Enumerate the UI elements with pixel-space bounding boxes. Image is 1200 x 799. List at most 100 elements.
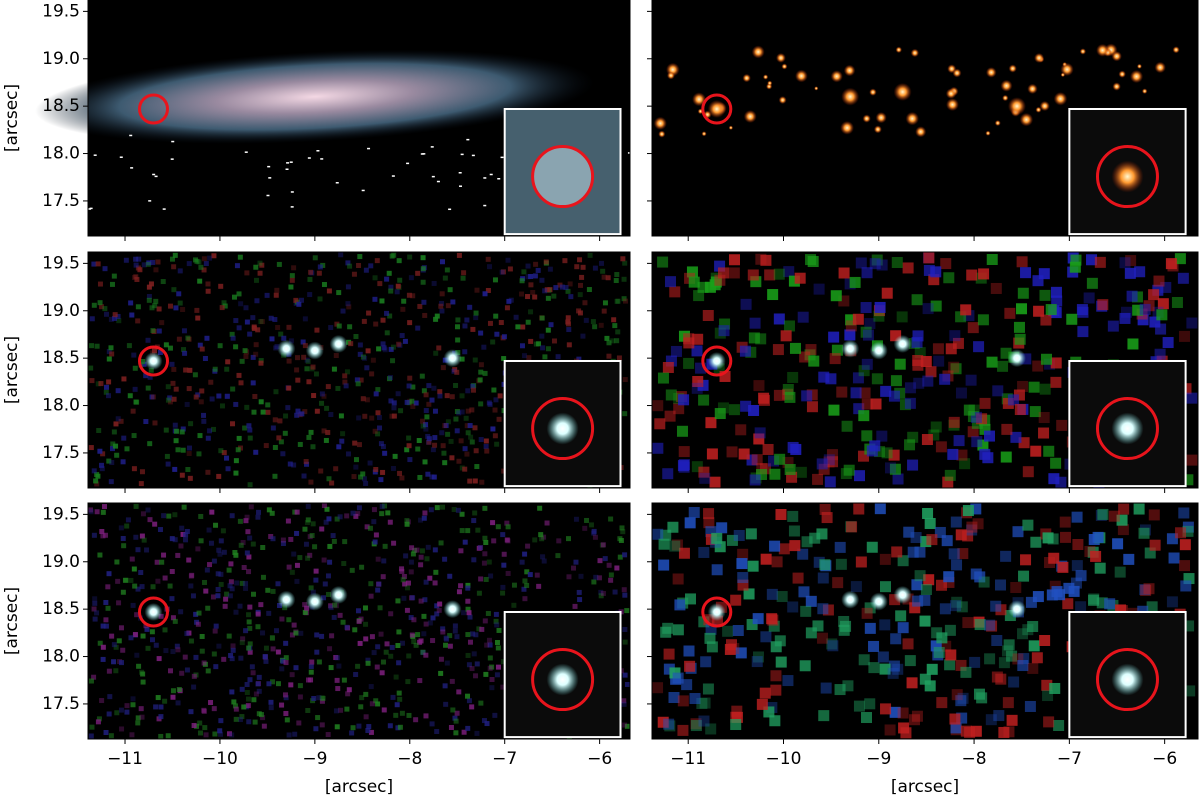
noise bbox=[221, 656, 227, 662]
noise bbox=[250, 354, 256, 360]
y-tick-label: 19.5 bbox=[42, 253, 80, 273]
noise bbox=[859, 387, 871, 399]
noise bbox=[978, 576, 990, 588]
noise bbox=[402, 338, 408, 344]
noise bbox=[236, 435, 242, 441]
noise bbox=[466, 662, 472, 668]
noise bbox=[113, 421, 119, 427]
noise bbox=[1126, 290, 1138, 302]
noise bbox=[373, 391, 379, 397]
noise bbox=[373, 532, 379, 538]
noise bbox=[373, 698, 379, 704]
noise bbox=[592, 324, 598, 330]
noise bbox=[434, 611, 440, 617]
noise bbox=[940, 258, 952, 270]
source bbox=[1007, 600, 1026, 619]
noise bbox=[699, 697, 711, 709]
noise bbox=[325, 573, 331, 579]
axes-frame bbox=[651, 502, 1199, 740]
noise bbox=[365, 657, 371, 663]
noise bbox=[1138, 527, 1150, 539]
noise bbox=[519, 291, 525, 297]
noise bbox=[920, 584, 932, 596]
noise bbox=[807, 256, 819, 268]
noise bbox=[114, 452, 120, 458]
noise bbox=[134, 652, 140, 658]
noise bbox=[473, 632, 479, 638]
noise bbox=[328, 605, 334, 611]
noise bbox=[615, 298, 621, 304]
noise bbox=[283, 710, 289, 716]
noise bbox=[890, 375, 902, 387]
noise bbox=[243, 305, 249, 311]
noise bbox=[542, 354, 548, 360]
noise bbox=[266, 507, 272, 513]
noise bbox=[261, 723, 267, 729]
noise bbox=[729, 254, 741, 266]
noise bbox=[139, 714, 145, 720]
noise bbox=[489, 664, 495, 670]
noise bbox=[156, 656, 162, 662]
noise bbox=[384, 276, 390, 282]
star bbox=[489, 173, 493, 176]
noise bbox=[180, 531, 186, 537]
noise bbox=[229, 586, 235, 592]
noise bbox=[174, 428, 180, 434]
inset-source bbox=[532, 146, 593, 207]
noise bbox=[188, 573, 194, 579]
noise bbox=[484, 721, 490, 727]
noise bbox=[704, 281, 716, 293]
noise bbox=[362, 413, 368, 419]
noise bbox=[242, 348, 248, 354]
noise bbox=[353, 457, 359, 463]
noise bbox=[861, 712, 873, 724]
noise bbox=[967, 426, 979, 438]
star bbox=[130, 167, 134, 169]
noise bbox=[923, 264, 935, 276]
noise bbox=[478, 437, 484, 443]
noise bbox=[324, 506, 330, 512]
noise bbox=[949, 330, 961, 342]
noise bbox=[970, 411, 982, 423]
noise bbox=[861, 398, 873, 410]
noise bbox=[452, 715, 458, 721]
noise bbox=[823, 454, 835, 466]
noise bbox=[849, 276, 861, 288]
noise bbox=[304, 605, 310, 611]
noise bbox=[258, 399, 264, 405]
noise bbox=[896, 311, 908, 323]
noise bbox=[600, 542, 606, 548]
noise bbox=[487, 642, 493, 648]
star bbox=[361, 189, 365, 192]
noise bbox=[714, 408, 726, 420]
noise bbox=[395, 643, 401, 649]
noise bbox=[475, 527, 481, 533]
noise bbox=[333, 353, 339, 359]
noise bbox=[379, 298, 385, 304]
noise bbox=[456, 589, 462, 595]
noise bbox=[914, 570, 926, 582]
source bbox=[814, 86, 819, 91]
noise bbox=[263, 658, 269, 664]
noise bbox=[313, 577, 319, 583]
noise bbox=[405, 580, 411, 586]
noise bbox=[439, 291, 445, 297]
noise bbox=[141, 262, 147, 268]
noise bbox=[482, 291, 488, 297]
noise bbox=[834, 684, 846, 696]
noise bbox=[491, 387, 497, 393]
noise bbox=[494, 331, 500, 337]
noise bbox=[319, 698, 325, 704]
noise bbox=[819, 503, 831, 515]
noise bbox=[479, 626, 485, 632]
noise bbox=[452, 623, 458, 629]
noise bbox=[98, 304, 104, 310]
noise bbox=[369, 701, 375, 707]
star bbox=[162, 208, 166, 210]
noise bbox=[316, 695, 322, 701]
noise bbox=[135, 586, 141, 592]
noise bbox=[962, 617, 974, 629]
noise bbox=[88, 507, 94, 513]
noise bbox=[108, 479, 114, 485]
noise bbox=[556, 538, 562, 544]
